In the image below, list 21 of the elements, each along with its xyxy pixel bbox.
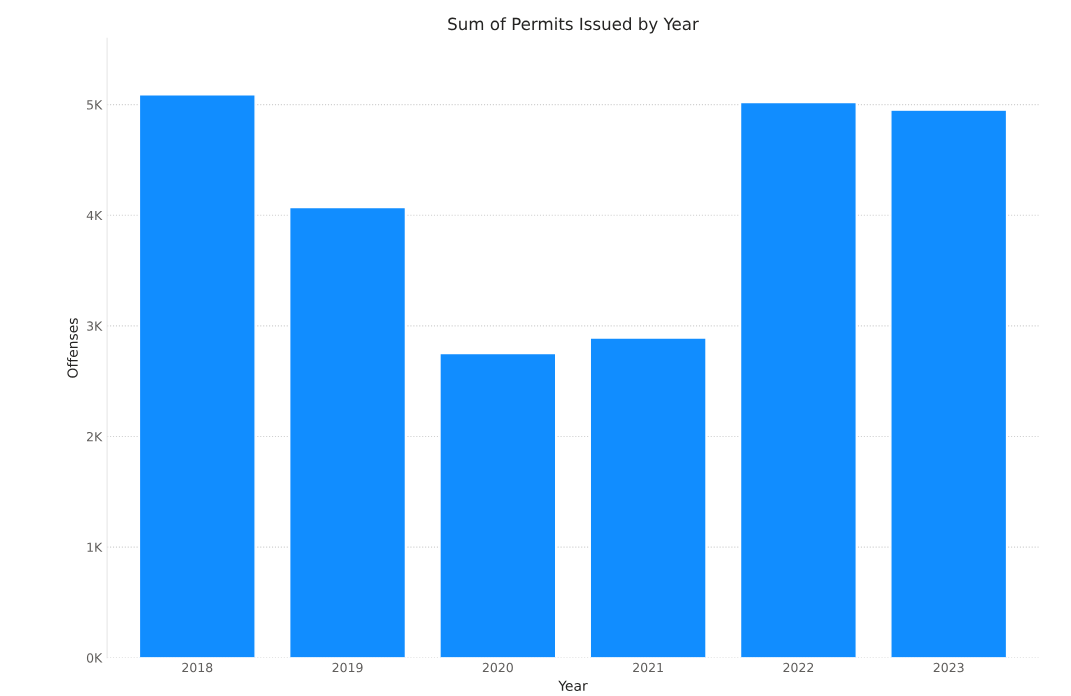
bar <box>138 93 256 658</box>
x-axis-title: Year <box>558 680 588 691</box>
y-tick-label: 3K <box>87 321 103 331</box>
x-tick-label: 2021 <box>633 662 663 673</box>
x-tick-label: 2020 <box>482 662 513 673</box>
y-tick-label: 0K <box>86 653 103 663</box>
y-tick-label: 4K <box>86 210 103 221</box>
y-tick-label: 1K <box>87 542 103 552</box>
x-tick-label: 2018 <box>182 662 213 673</box>
x-tick-label: 2022 <box>783 662 814 673</box>
bar <box>739 101 857 658</box>
bar <box>589 337 707 658</box>
y-tick-label: 5K <box>87 100 103 110</box>
chart-title: Sum of Permits Issued by Year <box>448 17 699 34</box>
y-tick-label: 2K <box>87 431 103 442</box>
bar <box>289 206 407 658</box>
x-tick-label: 2019 <box>332 662 363 673</box>
y-axis-title: Offenses <box>67 318 78 378</box>
x-tick-label: 2023 <box>933 662 964 673</box>
bar <box>890 109 1008 658</box>
bar <box>439 352 557 658</box>
